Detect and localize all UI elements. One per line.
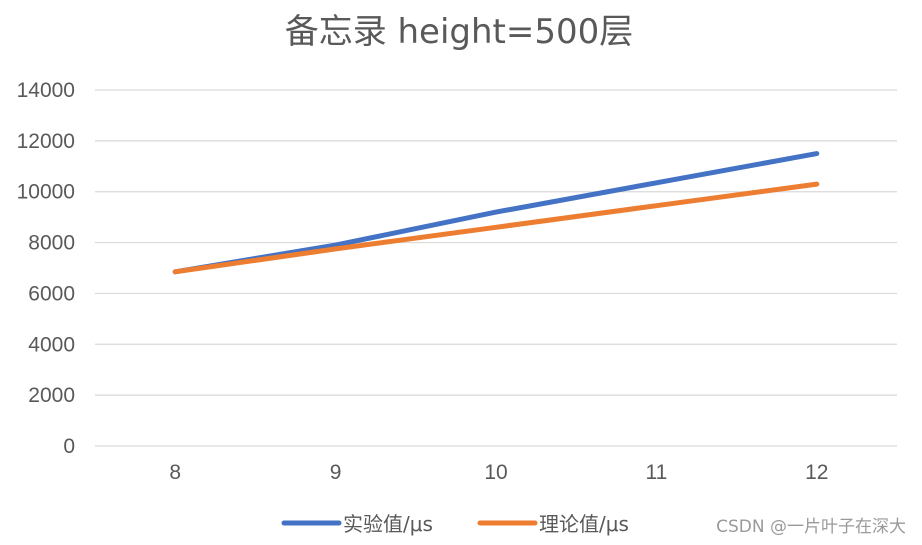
series-line-0	[172, 151, 820, 275]
watermark-text: CSDN @一片叶子在深大	[716, 517, 906, 537]
y-tick-label: 0	[63, 435, 75, 458]
x-tick-label: 11	[645, 461, 667, 484]
y-tick-label: 2000	[28, 384, 75, 407]
y-tick-label: 6000	[28, 282, 75, 305]
grid-lines	[95, 89, 897, 447]
y-tick-label: 10000	[17, 181, 75, 204]
series-lines	[172, 151, 820, 275]
legend-label: 实验值/μs	[343, 512, 433, 536]
x-tick-label: 9	[330, 461, 342, 484]
y-axis-tick-labels: 0 2000 4000 6000 8000 10000 12000 14000	[17, 79, 75, 458]
y-tick-label: 14000	[17, 79, 75, 102]
y-tick-label: 4000	[28, 333, 75, 356]
chart-title: 备忘录 height=500层	[285, 12, 634, 52]
legend: 实验值/μs 理论值/μs	[281, 512, 629, 536]
y-tick-label: 12000	[17, 130, 75, 153]
y-tick-label: 8000	[28, 232, 75, 255]
x-axis-tick-labels: 8 9 10 11 12	[169, 461, 828, 484]
x-tick-label: 10	[484, 461, 507, 484]
legend-label: 理论值/μs	[539, 512, 629, 536]
series-line-1	[172, 181, 820, 275]
x-tick-label: 8	[169, 461, 181, 484]
x-tick-label: 12	[805, 461, 828, 484]
